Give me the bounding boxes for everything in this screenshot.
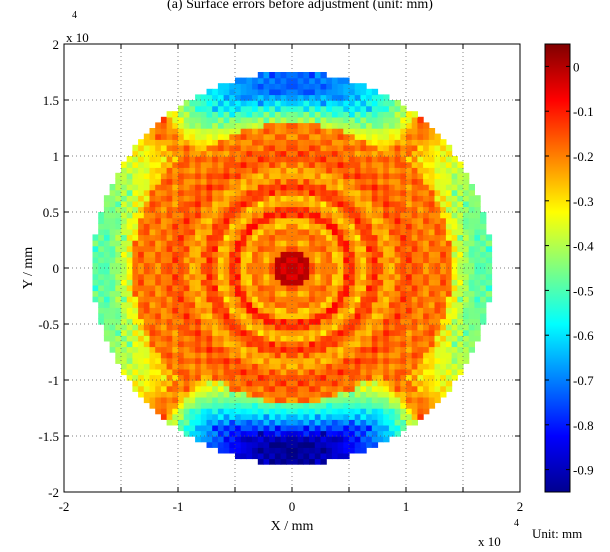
- colorbar-tick-label-0: 0: [573, 59, 580, 74]
- x-axis: -2 -1 0 1 2: [59, 44, 524, 514]
- y-tick-label-5: 0.5: [43, 205, 59, 220]
- y-tick-label-7: 1.5: [43, 93, 59, 108]
- colorbar-tick-label-1: -0.1: [573, 104, 594, 119]
- x-tick-label-0: -2: [59, 499, 70, 514]
- x-axis-label: X / mm: [271, 519, 314, 534]
- y-exponent-power: 4: [72, 10, 77, 21]
- y-tick-label-3: -0.5: [38, 317, 59, 332]
- grid-lines: [64, 44, 520, 492]
- x-tick-label-3: 1: [403, 499, 410, 514]
- y-exponent-label: x 10: [66, 30, 89, 45]
- y-tick-label-4: 0: [53, 261, 60, 276]
- x-tick-label-1: -1: [173, 499, 184, 514]
- x-exponent-label: x 10: [478, 534, 501, 549]
- y-axis: -2 -1.5 -1 -0.5 0 0.5 1 1.5 2: [38, 37, 520, 500]
- y-tick-label-1: -1.5: [38, 429, 59, 444]
- y-tick-label-0: -2: [48, 485, 59, 500]
- colorbar-tick-label-8: -0.8: [573, 418, 594, 433]
- x-tick-label-2: 0: [289, 499, 296, 514]
- colorbar-tick-label-9: -0.9: [573, 463, 594, 478]
- colorbar-tick-label-4: -0.4: [573, 239, 594, 254]
- x-exponent-power: 4: [514, 518, 519, 529]
- y-tick-label-6: 1: [53, 149, 60, 164]
- colorbar-tick-label-5: -0.5: [573, 283, 594, 298]
- x-tick-label-4: 2: [517, 499, 524, 514]
- colorbar-tick-label-2: -0.2: [573, 149, 594, 164]
- y-tick-label-8: 2: [53, 37, 60, 52]
- surface-error-heatmap: [92, 72, 493, 465]
- colorbar-tick-label-7: -0.7: [573, 373, 594, 388]
- colorbar-tick-label-6: -0.6: [573, 328, 594, 343]
- colorbar-ticks: 0 -0.1 -0.2 -0.3 -0.4 -0.5 -0.6 -0.7 -0.8 -0.9: [545, 59, 594, 478]
- colorbar-unit-label: Unit: mm: [532, 526, 582, 541]
- y-tick-label-2: -1: [48, 373, 59, 388]
- y-axis-label: Y / mm: [21, 247, 36, 289]
- chart-title: (a) Surface errors before adjustment (un…: [167, 0, 433, 12]
- colorbar: [544, 43, 571, 493]
- colorbar-tick-label-3: -0.3: [573, 194, 594, 209]
